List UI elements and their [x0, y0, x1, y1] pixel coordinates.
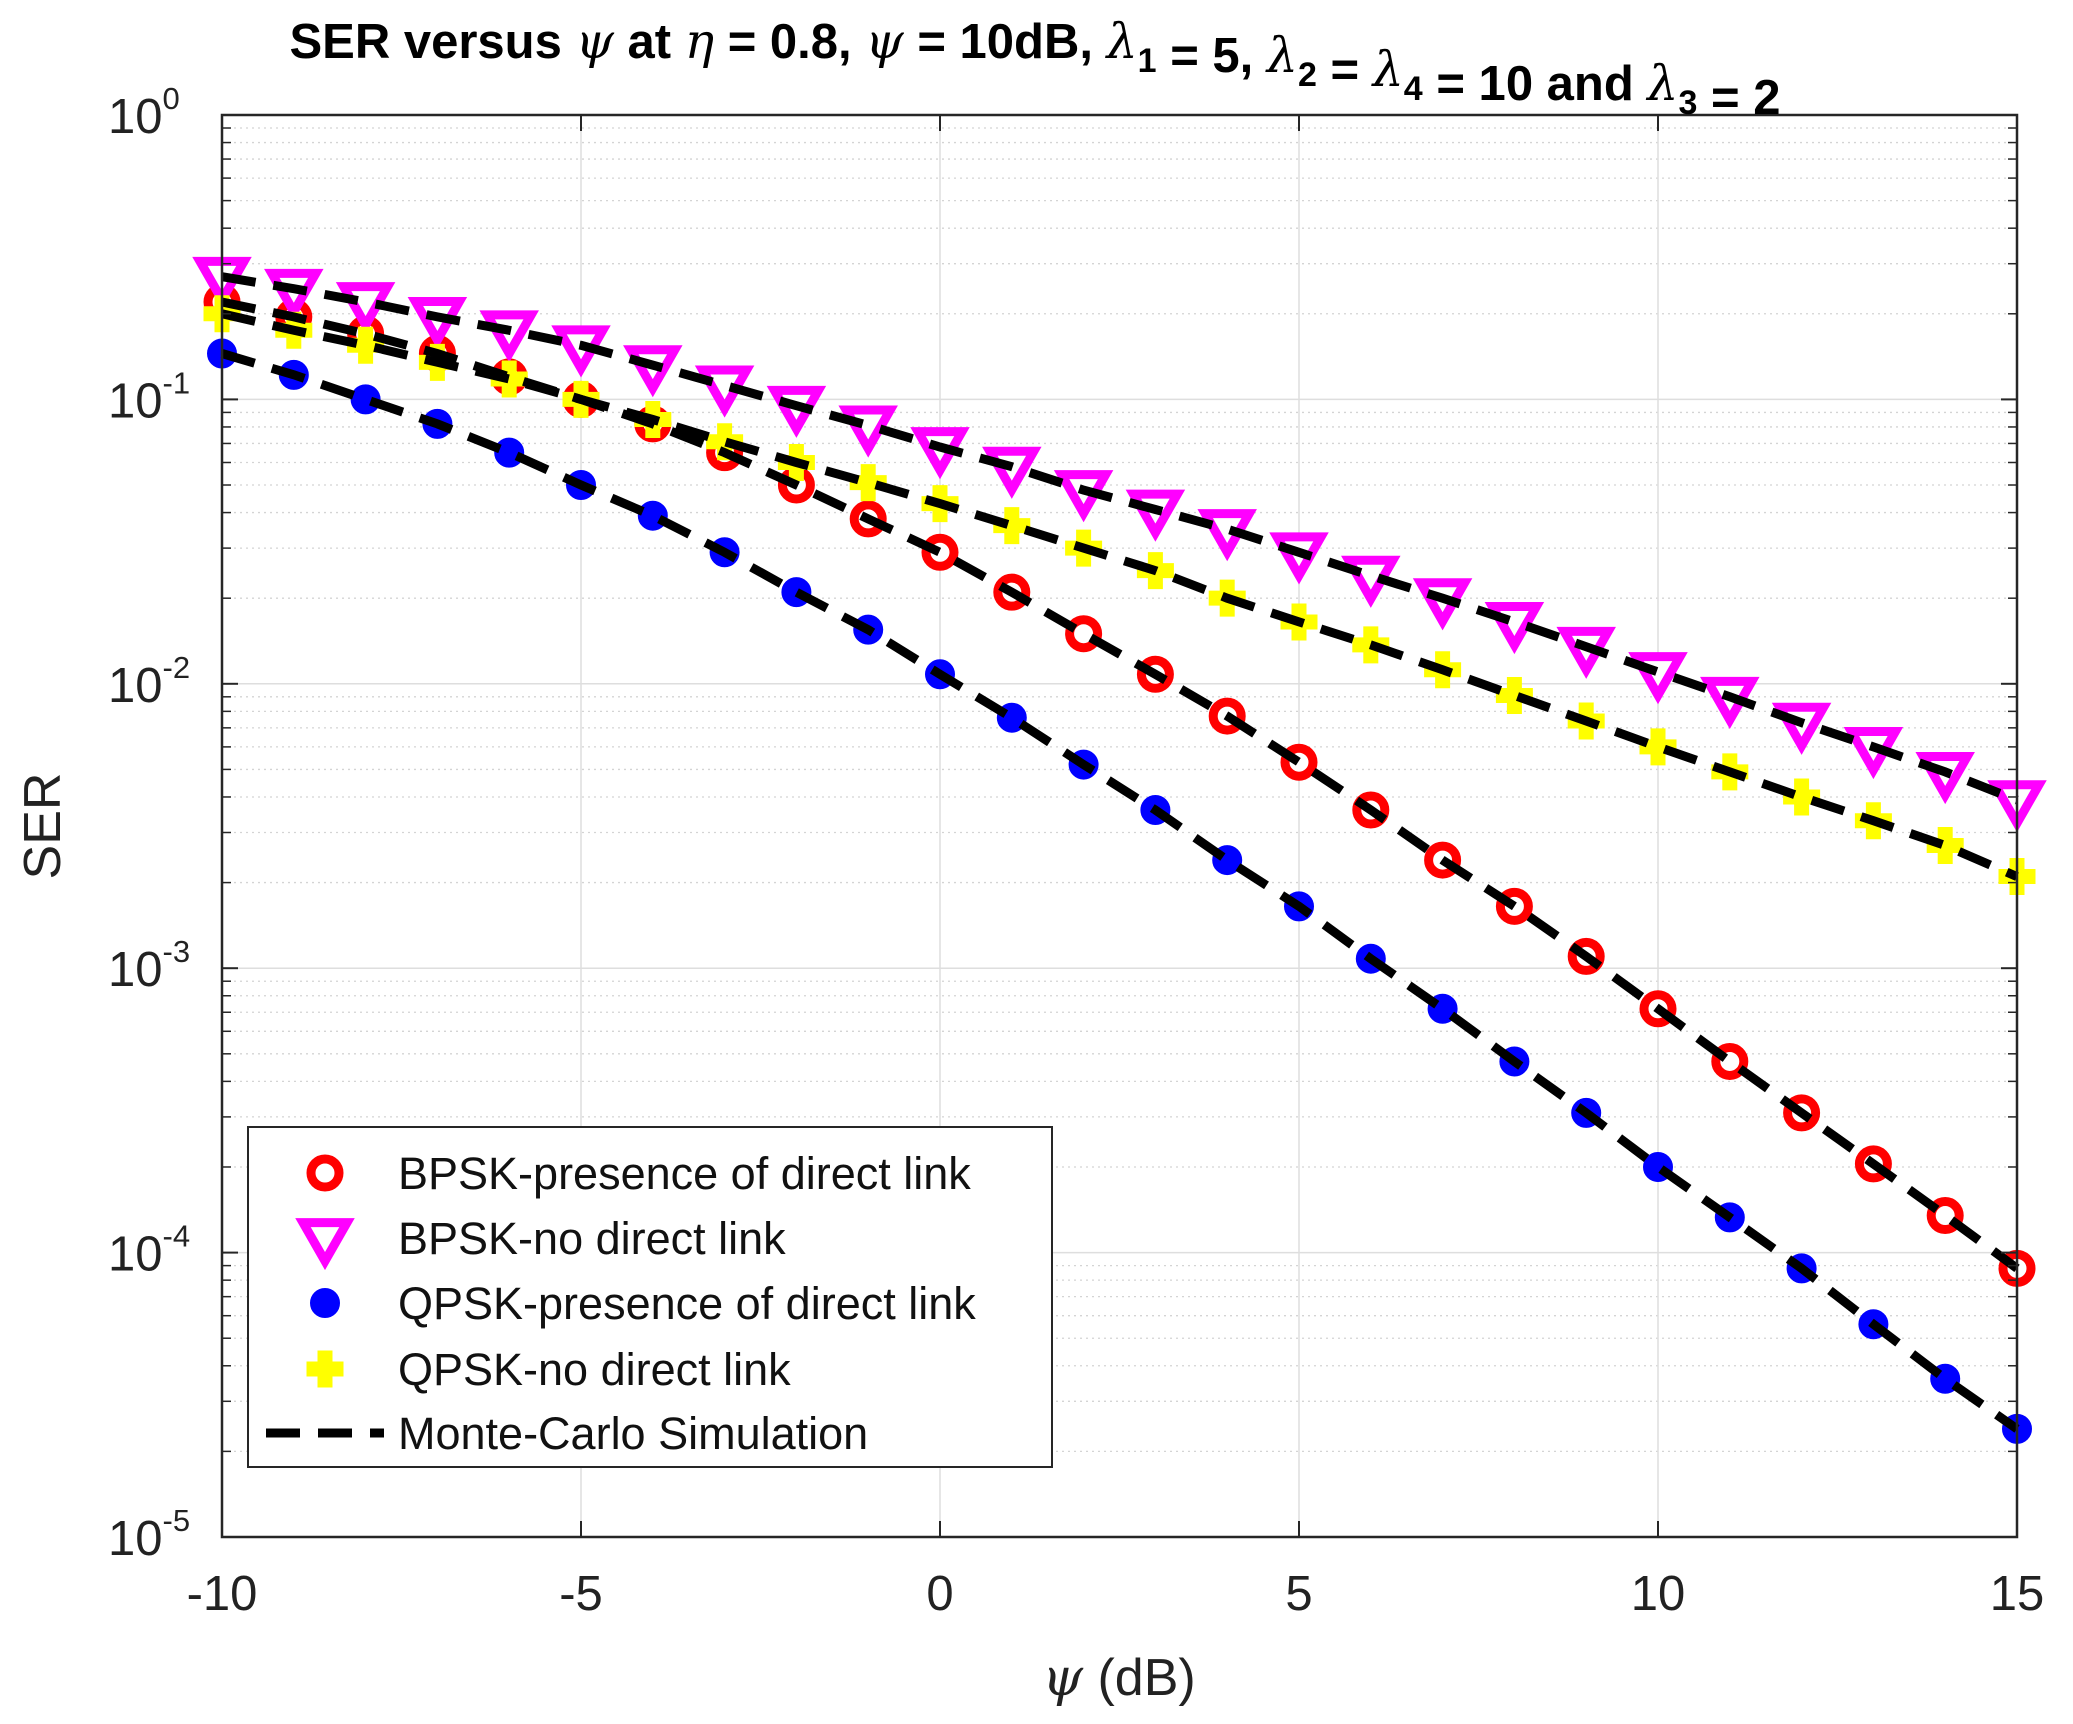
legend-label: BPSK-no direct link [398, 1213, 786, 1264]
legend-marker [306, 1154, 344, 1192]
title-part: λ [1265, 27, 1298, 84]
legend-entry: QPSK-presence of direct link [310, 1278, 976, 1329]
title-subscript: 4 [1404, 70, 1423, 108]
title-subscript: 3 [1678, 84, 1697, 122]
y-tick-label: 10-4 [108, 1219, 190, 1282]
legend-box [247, 1126, 1053, 1468]
legend: BPSK-presence of direct link BPSK-no dire… [247, 1126, 1053, 1468]
title-part: = 10 and [1423, 57, 1648, 111]
legend-label: QPSK-no direct link [398, 1344, 791, 1395]
x-axis-label: ψ (dB) [1042, 1648, 1195, 1708]
y-tick-label: 10-3 [108, 934, 190, 997]
title-part: = 2 [1697, 71, 1780, 125]
title-part: at [614, 15, 685, 69]
title-part: ψ [575, 13, 614, 70]
legend-marker [295, 1218, 355, 1271]
title-part: ψ [865, 13, 904, 70]
x-tick-label: 5 [1285, 1567, 1312, 1621]
y-tick-exponent: -4 [163, 1219, 191, 1254]
y-tick-label: 100 [108, 81, 180, 144]
title-part: = [1317, 43, 1373, 97]
legend-entry: BPSK-no direct link [295, 1213, 786, 1271]
y-tick-exponent: -5 [163, 1503, 191, 1538]
y-axis-label: SER [14, 773, 72, 880]
title-part: λ [1645, 55, 1678, 112]
y-tick-label: 10-2 [108, 650, 190, 713]
legend-entry: QPSK-no direct link [306, 1344, 791, 1395]
monte-carlo-line [220, 309, 2019, 881]
legend-label: Monte-Carlo Simulation [398, 1408, 868, 1459]
x-tick-label: 10 [1631, 1567, 1686, 1621]
legend-marker [310, 1288, 340, 1318]
x-tick-label: 15 [1990, 1567, 2045, 1621]
legend-entry: BPSK-presence of direct link [306, 1148, 971, 1199]
series-layer [192, 256, 2047, 1444]
chart-title: SER versus ψ at η = 0.8, ψ = 10dB, λ1 = … [289, 13, 1780, 125]
x-tick-label: -5 [559, 1567, 603, 1621]
y-tick-base: 10 [108, 1512, 163, 1566]
legend-entry: Monte-Carlo Simulation [266, 1408, 868, 1459]
y-tick-base: 10 [108, 90, 163, 144]
monte-carlo-line [221, 297, 2020, 1273]
y-tick-label: 10-5 [108, 1503, 190, 1566]
title-subscript: 2 [1298, 56, 1317, 94]
y-tick-base: 10 [108, 1228, 163, 1282]
title-part: λ [1371, 41, 1404, 98]
legend-marker [306, 1350, 344, 1388]
legend-label: BPSK-presence of direct link [398, 1148, 971, 1199]
title-part: η [685, 13, 714, 70]
title-part: = 5, [1157, 29, 1267, 83]
y-tick-base: 10 [108, 374, 163, 428]
y-tick-exponent: -3 [163, 934, 191, 969]
x-axis-label-symbol: ψ [1042, 1648, 1084, 1708]
title-part: = 0.8, [714, 15, 865, 69]
y-tick-exponent: 0 [163, 81, 180, 116]
minor-grid [222, 127, 2017, 1453]
y-tick-label: 10-1 [108, 365, 190, 428]
x-tick-label: 0 [926, 1567, 953, 1621]
title-subscript: 1 [1138, 42, 1157, 80]
y-tick-exponent: -2 [163, 650, 191, 685]
plot-frame [220, 113, 2019, 1539]
title-part: SER versus [289, 15, 575, 69]
x-tick-label: -10 [187, 1567, 258, 1621]
legend-label: QPSK-presence of direct link [398, 1278, 976, 1329]
y-tick-exponent: -1 [163, 365, 191, 400]
x-axis-label-unit: (dB) [1083, 1649, 1196, 1707]
axis-ticks [221, 114, 2018, 1538]
title-part: λ [1105, 13, 1138, 70]
y-tick-base: 10 [108, 659, 163, 713]
y-tick-base: 10 [108, 943, 163, 997]
monte-carlo-line [220, 349, 2020, 1433]
title-part: = 10dB, [904, 15, 1107, 69]
